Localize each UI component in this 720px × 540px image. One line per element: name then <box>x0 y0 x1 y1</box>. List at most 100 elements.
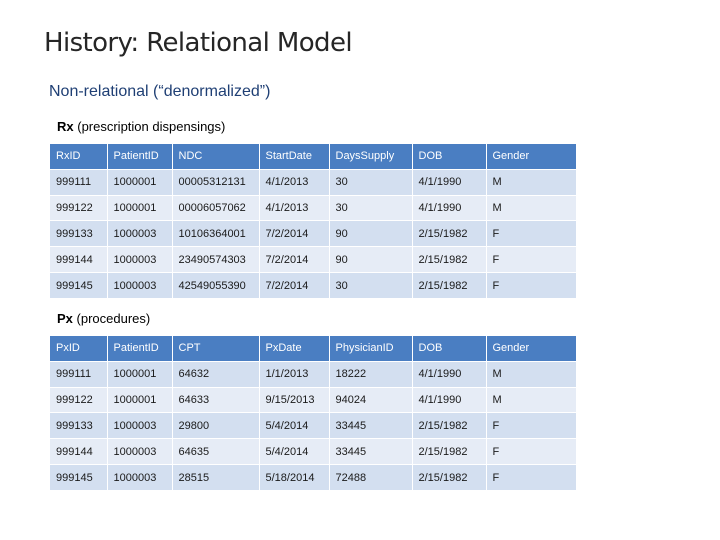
px-header-cell: Gender <box>486 335 577 362</box>
rx-table-cell: 23490574303 <box>172 246 260 273</box>
px-table-cell: 1000003 <box>107 412 173 439</box>
rx-table-cell: 1000001 <box>107 168 173 196</box>
px-table-cell: 64635 <box>172 438 260 465</box>
rx-table-cell: F <box>486 220 577 247</box>
px-table-cell: M <box>486 360 577 388</box>
rx-table-cell: 30 <box>329 271 413 299</box>
px-table-cell: 999145 <box>50 463 108 491</box>
px-table-cell: F <box>486 438 577 465</box>
rx-table: RxID PatientID NDC StartDate DaysSupply DOB Ge… <box>50 143 577 299</box>
slide-subtitle: Non-relational (“denormalized”) <box>49 83 271 100</box>
px-table-cell: 33445 <box>329 412 413 439</box>
rx-table-cell: 4/1/2013 <box>259 194 330 221</box>
rx-caption-bold: Rx <box>57 119 74 134</box>
rx-table-cell: 999144 <box>50 246 108 273</box>
px-table-cell: 64632 <box>172 360 260 388</box>
rx-table-row: 999133 1000003 10106364001 7/2/2014 90 2/15/1… <box>50 220 577 247</box>
px-header-cell: PxID <box>50 335 108 362</box>
px-header-row: PxID PatientID CPT PxDate PhysicianID DOB Gend… <box>50 335 577 362</box>
px-table-cell: 999144 <box>50 438 108 465</box>
px-table-cell: 1000003 <box>107 463 173 491</box>
px-table-cell: M <box>486 386 577 413</box>
rx-table-cell: 999122 <box>50 194 108 221</box>
rx-table-cell: 2/15/1982 <box>412 246 487 273</box>
px-table-row: 999122 1000001 64633 9/15/2013 94024 4/1/1990… <box>50 386 577 413</box>
rx-table-cell: 7/2/2014 <box>259 220 330 247</box>
px-table-cell: 5/4/2014 <box>259 438 330 465</box>
rx-table-cell: 10106364001 <box>172 220 260 247</box>
px-table-cell: 999133 <box>50 412 108 439</box>
px-table-cell: 2/15/1982 <box>412 412 487 439</box>
rx-header-cell: NDC <box>172 143 260 170</box>
slide-title: History: Relational Model <box>44 28 353 58</box>
rx-header-cell: PatientID <box>107 143 173 170</box>
rx-table-cell: 30 <box>329 194 413 221</box>
rx-table-cell: 2/15/1982 <box>412 220 487 247</box>
px-table-cell: 9/15/2013 <box>259 386 330 413</box>
px-table-cell: 18222 <box>329 360 413 388</box>
rx-table-body: RxID PatientID NDC StartDate DaysSupply DOB Ge… <box>50 143 577 299</box>
rx-header-cell: DaysSupply <box>329 143 413 170</box>
rx-table-cell: 2/15/1982 <box>412 271 487 299</box>
rx-header-cell: DOB <box>412 143 487 170</box>
px-table: PxID PatientID CPT PxDate PhysicianID DOB Gend… <box>50 335 577 491</box>
px-table-row: 999111 1000001 64632 1/1/2013 18222 4/1/1990 M <box>50 360 577 388</box>
rx-header-row: RxID PatientID NDC StartDate DaysSupply DOB Ge… <box>50 143 577 170</box>
px-header-cell: CPT <box>172 335 260 362</box>
rx-table-cell: 1000001 <box>107 194 173 221</box>
rx-table-cell: 4/1/1990 <box>412 194 487 221</box>
rx-table-cell: M <box>486 194 577 221</box>
px-table-cell: F <box>486 463 577 491</box>
rx-table-cell: 4/1/2013 <box>259 168 330 196</box>
px-table-cell: 1000001 <box>107 386 173 413</box>
px-table-row: 999145 1000003 28515 5/18/2014 72488 2/15/198… <box>50 463 577 491</box>
rx-table-cell: 7/2/2014 <box>259 246 330 273</box>
px-caption-bold: Px <box>57 311 73 326</box>
rx-table-cell: 4/1/1990 <box>412 168 487 196</box>
px-table-cell: 4/1/1990 <box>412 386 487 413</box>
px-header-cell: PxDate <box>259 335 330 362</box>
rx-table-row: 999111 1000001 00005312131 4/1/2013 30 4/1/19… <box>50 168 577 196</box>
rx-table-cell: 999133 <box>50 220 108 247</box>
rx-table-cell: F <box>486 246 577 273</box>
px-header-cell: DOB <box>412 335 487 362</box>
rx-table-cell: 00005312131 <box>172 168 260 196</box>
rx-table-cell: 90 <box>329 220 413 247</box>
rx-table-cell: 999111 <box>50 168 108 196</box>
px-table-row: 999144 1000003 64635 5/4/2014 33445 2/15/1982… <box>50 438 577 465</box>
rx-table-row: 999122 1000001 00006057062 4/1/2013 30 4/1/19… <box>50 194 577 221</box>
px-table-cell: 4/1/1990 <box>412 360 487 388</box>
px-header-cell: PatientID <box>107 335 173 362</box>
px-table-body: PxID PatientID CPT PxDate PhysicianID DOB Gend… <box>50 335 577 491</box>
rx-header-cell: StartDate <box>259 143 330 170</box>
rx-table-cell: 999145 <box>50 271 108 299</box>
rx-table-cell: 90 <box>329 246 413 273</box>
px-table-cell: 33445 <box>329 438 413 465</box>
px-table-cell: 1000001 <box>107 360 173 388</box>
px-table-cell: 999111 <box>50 360 108 388</box>
rx-table-cell: 7/2/2014 <box>259 271 330 299</box>
px-table-cell: 2/15/1982 <box>412 438 487 465</box>
rx-table-cell: 1000003 <box>107 220 173 247</box>
px-table-cell: 5/18/2014 <box>259 463 330 491</box>
rx-table-cell: F <box>486 271 577 299</box>
px-table-cell: 64633 <box>172 386 260 413</box>
px-header-cell: PhysicianID <box>329 335 413 362</box>
rx-table-cell: 30 <box>329 168 413 196</box>
rx-table-caption: Rx (prescription dispensings) <box>57 119 225 134</box>
rx-caption-rest: (prescription dispensings) <box>73 119 226 134</box>
rx-table-cell: 00006057062 <box>172 194 260 221</box>
rx-table-cell: 1000003 <box>107 271 173 299</box>
rx-table-cell: 1000003 <box>107 246 173 273</box>
px-table-caption: Px (procedures) <box>57 311 150 326</box>
rx-table-cell: M <box>486 168 577 196</box>
px-table-cell: 999122 <box>50 386 108 413</box>
px-caption-rest: (procedures) <box>72 311 151 326</box>
rx-header-cell: Gender <box>486 143 577 170</box>
px-table-cell: 1000003 <box>107 438 173 465</box>
px-table-cell: 72488 <box>329 463 413 491</box>
px-table-cell: 29800 <box>172 412 260 439</box>
px-table-cell: 2/15/1982 <box>412 463 487 491</box>
rx-table-cell: 42549055390 <box>172 271 260 299</box>
px-table-cell: 28515 <box>172 463 260 491</box>
